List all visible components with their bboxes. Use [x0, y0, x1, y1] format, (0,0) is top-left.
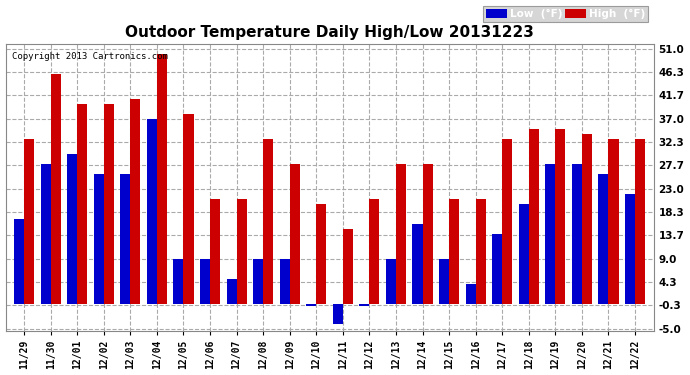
Bar — [210, 199, 220, 303]
Bar — [343, 229, 353, 303]
Bar — [439, 259, 449, 303]
Bar — [226, 279, 237, 303]
Bar — [369, 199, 380, 303]
Bar — [290, 164, 300, 303]
Bar — [200, 259, 210, 303]
Bar — [545, 164, 555, 303]
Bar — [67, 154, 77, 303]
Bar — [24, 139, 34, 303]
Bar — [413, 224, 422, 303]
Bar — [263, 139, 273, 303]
Bar — [449, 199, 459, 303]
Bar — [279, 259, 290, 303]
Bar — [466, 284, 475, 303]
Bar — [625, 194, 635, 303]
Bar — [333, 303, 343, 324]
Bar — [396, 164, 406, 303]
Bar — [475, 199, 486, 303]
Bar — [519, 204, 529, 303]
Bar — [237, 199, 247, 303]
Bar — [253, 259, 263, 303]
Bar — [555, 129, 565, 303]
Bar — [94, 174, 104, 303]
Bar — [502, 139, 512, 303]
Bar — [572, 164, 582, 303]
Bar — [104, 104, 114, 303]
Bar — [529, 129, 539, 303]
Bar — [306, 303, 316, 306]
Bar — [422, 164, 433, 303]
Bar — [50, 74, 61, 303]
Bar — [120, 174, 130, 303]
Bar — [184, 114, 194, 303]
Bar — [157, 54, 167, 303]
Bar — [173, 259, 184, 303]
Text: Copyright 2013 Cartronics.com: Copyright 2013 Cartronics.com — [12, 52, 168, 61]
Legend: Low  (°F), High  (°F): Low (°F), High (°F) — [484, 6, 649, 22]
Bar — [386, 259, 396, 303]
Bar — [582, 134, 592, 303]
Bar — [77, 104, 88, 303]
Bar — [130, 99, 141, 303]
Bar — [147, 118, 157, 303]
Bar — [635, 139, 645, 303]
Bar — [41, 164, 50, 303]
Bar — [14, 219, 24, 303]
Bar — [316, 204, 326, 303]
Bar — [359, 303, 369, 306]
Bar — [598, 174, 609, 303]
Bar — [492, 234, 502, 303]
Title: Outdoor Temperature Daily High/Low 20131223: Outdoor Temperature Daily High/Low 20131… — [125, 25, 534, 40]
Bar — [609, 139, 618, 303]
